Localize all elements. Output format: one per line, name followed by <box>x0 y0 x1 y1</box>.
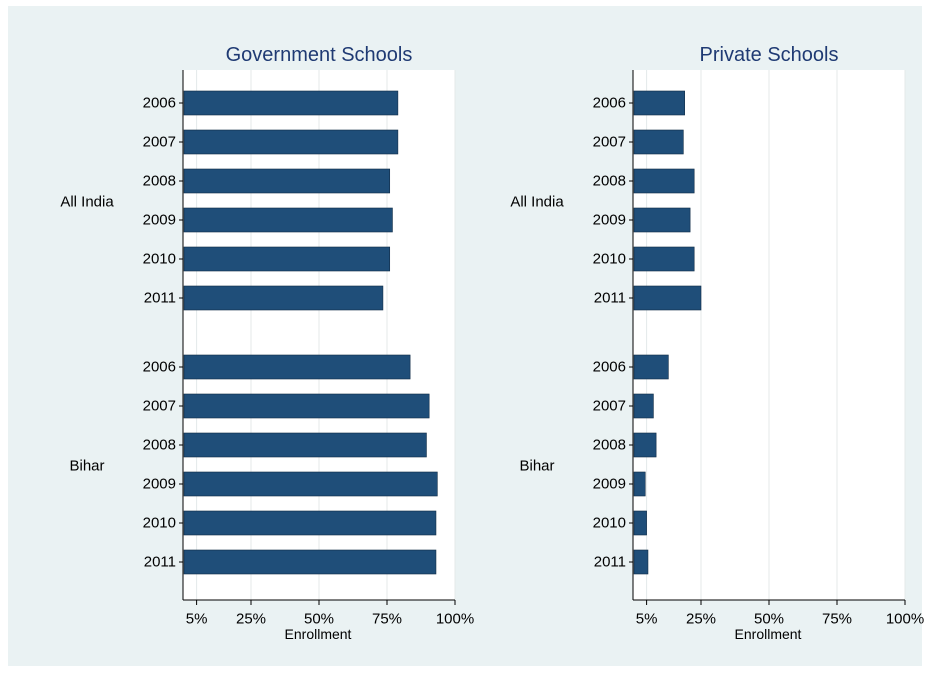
bar <box>633 285 702 311</box>
category-label: 2008 <box>143 437 176 454</box>
group-label: Bihar <box>69 458 104 475</box>
bar <box>633 393 654 419</box>
x-tick-label: 50% <box>754 611 784 628</box>
group-label: All India <box>60 194 114 211</box>
x-tick-label: 100% <box>436 611 474 628</box>
bar <box>183 393 430 419</box>
bar <box>183 246 391 272</box>
category-label: 2010 <box>593 515 626 532</box>
x-axis-label: Enrollment <box>285 626 352 642</box>
bar <box>183 549 437 575</box>
bar <box>183 207 393 233</box>
category-label: 2008 <box>593 173 626 190</box>
panel-title: Government Schools <box>226 44 413 66</box>
bar <box>633 207 691 233</box>
x-tick-label: 25% <box>686 611 716 628</box>
bar <box>183 285 384 311</box>
bar <box>183 129 399 155</box>
bar <box>633 354 669 380</box>
bar <box>183 354 411 380</box>
x-tick-label: 75% <box>372 611 402 628</box>
bar <box>183 432 427 458</box>
x-tick-label: 75% <box>822 611 852 628</box>
category-label: 2009 <box>593 212 626 229</box>
category-label: 2010 <box>143 515 176 532</box>
bar <box>633 90 685 116</box>
bar <box>183 90 399 116</box>
x-tick-label: 100% <box>886 611 924 628</box>
x-tick-label: 50% <box>304 611 334 628</box>
category-label: 2009 <box>143 476 176 493</box>
bar <box>633 510 647 536</box>
bar <box>183 471 438 497</box>
category-label: 2011 <box>594 290 626 307</box>
panel-title: Private Schools <box>700 44 839 66</box>
bar <box>183 510 437 536</box>
group-label: All India <box>510 194 564 211</box>
category-label: 2007 <box>143 398 176 415</box>
category-label: 2011 <box>144 554 176 571</box>
category-label: 2009 <box>593 476 626 493</box>
bar <box>633 432 657 458</box>
category-label: 2008 <box>593 437 626 454</box>
category-label: 2009 <box>143 212 176 229</box>
category-label: 2008 <box>143 173 176 190</box>
x-axis-label: Enrollment <box>735 626 802 642</box>
bar <box>633 549 649 575</box>
category-label: 2007 <box>143 134 176 151</box>
bar <box>633 129 684 155</box>
category-label: 2010 <box>593 251 626 268</box>
bar <box>633 471 646 497</box>
category-label: 2007 <box>593 134 626 151</box>
x-tick-label: 25% <box>236 611 266 628</box>
group-label: Bihar <box>519 458 554 475</box>
category-label: 2006 <box>143 359 176 376</box>
x-tick-label: 5% <box>636 611 658 628</box>
bar <box>633 246 695 272</box>
bar <box>183 168 391 194</box>
category-label: 2010 <box>143 251 176 268</box>
category-label: 2011 <box>594 554 626 571</box>
category-label: 2007 <box>593 398 626 415</box>
x-tick-label: 5% <box>186 611 208 628</box>
category-label: 2006 <box>593 95 626 112</box>
category-label: 2011 <box>144 290 176 307</box>
category-label: 2006 <box>143 95 176 112</box>
bar <box>633 168 695 194</box>
category-label: 2006 <box>593 359 626 376</box>
